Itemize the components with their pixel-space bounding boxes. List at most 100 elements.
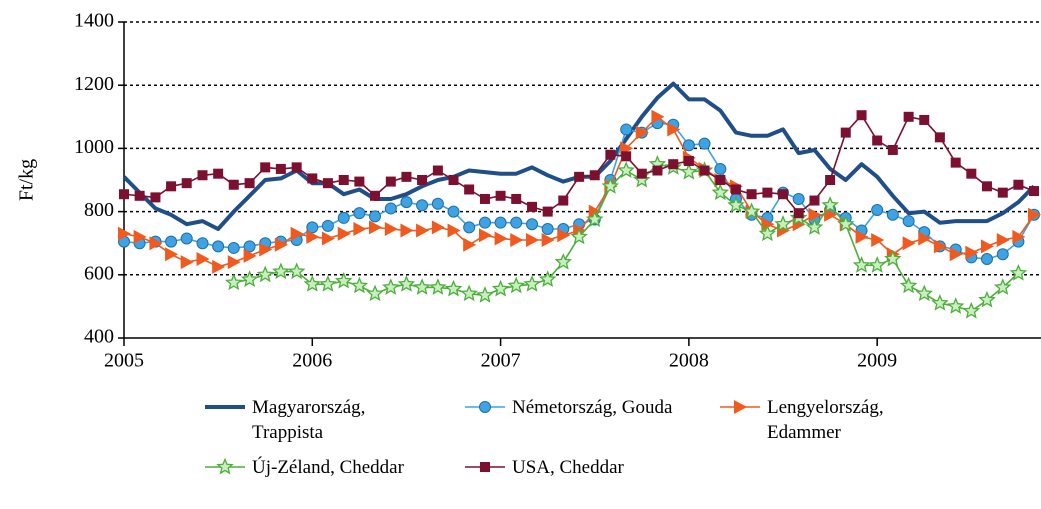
point bbox=[382, 278, 400, 295]
point bbox=[491, 279, 510, 297]
point bbox=[1029, 186, 1040, 197]
point bbox=[758, 224, 777, 242]
point bbox=[668, 159, 679, 170]
point bbox=[651, 109, 665, 124]
series-line bbox=[122, 81, 1036, 231]
point bbox=[212, 259, 226, 274]
point bbox=[680, 162, 698, 180]
point bbox=[682, 139, 695, 152]
point bbox=[840, 127, 851, 138]
point bbox=[460, 284, 478, 302]
point bbox=[416, 223, 430, 238]
point bbox=[793, 208, 804, 219]
point bbox=[303, 275, 321, 292]
point bbox=[287, 262, 306, 280]
legend-label: Lengyelország, Edammer bbox=[767, 397, 884, 443]
point bbox=[852, 256, 871, 273]
point bbox=[338, 175, 349, 185]
point bbox=[541, 222, 554, 235]
point bbox=[825, 175, 836, 185]
point bbox=[996, 233, 1010, 248]
point bbox=[243, 240, 256, 253]
point bbox=[275, 163, 286, 174]
point bbox=[118, 226, 131, 241]
point bbox=[919, 114, 930, 125]
point bbox=[903, 111, 914, 122]
point bbox=[507, 276, 526, 294]
point bbox=[570, 227, 588, 245]
point bbox=[464, 184, 475, 195]
point bbox=[290, 226, 304, 241]
point bbox=[119, 189, 129, 200]
legend-label: Új-Zéland, Cheddar bbox=[252, 457, 404, 478]
point bbox=[730, 184, 741, 195]
point bbox=[133, 229, 147, 244]
point bbox=[808, 207, 822, 222]
point bbox=[542, 206, 553, 217]
point bbox=[353, 207, 366, 220]
x-tick-label: 2005 bbox=[104, 350, 144, 372]
point bbox=[291, 162, 302, 173]
y-tick-label: 800 bbox=[84, 199, 114, 221]
point bbox=[224, 273, 243, 291]
legend-label: Németország, Gouda bbox=[512, 397, 673, 418]
point bbox=[494, 231, 508, 246]
point bbox=[774, 214, 792, 232]
point bbox=[621, 151, 632, 162]
point bbox=[886, 208, 899, 221]
point bbox=[980, 239, 994, 254]
point bbox=[746, 189, 757, 200]
point bbox=[180, 232, 193, 245]
point bbox=[1009, 264, 1028, 281]
point bbox=[213, 168, 224, 179]
point bbox=[260, 162, 271, 173]
x-tick-label: 2008 bbox=[669, 350, 709, 372]
point bbox=[934, 132, 945, 143]
point bbox=[511, 193, 522, 204]
point bbox=[805, 218, 824, 235]
point bbox=[871, 204, 884, 217]
point bbox=[337, 211, 350, 224]
point bbox=[366, 284, 384, 302]
point bbox=[824, 207, 838, 222]
point bbox=[240, 270, 259, 287]
point bbox=[478, 228, 492, 243]
point bbox=[448, 175, 459, 185]
y-tick-label: 1400 bbox=[74, 10, 114, 32]
point bbox=[244, 178, 255, 189]
point bbox=[918, 231, 932, 246]
point bbox=[523, 275, 541, 292]
point bbox=[134, 190, 145, 201]
point bbox=[792, 192, 805, 205]
point bbox=[962, 301, 981, 319]
series bbox=[118, 109, 1041, 274]
point bbox=[165, 235, 178, 248]
point bbox=[902, 215, 915, 228]
legend-swatch-marker bbox=[479, 401, 491, 413]
point bbox=[950, 157, 961, 168]
point bbox=[617, 161, 635, 178]
point bbox=[601, 177, 620, 194]
point bbox=[431, 220, 445, 235]
point bbox=[368, 210, 381, 223]
point bbox=[931, 294, 949, 311]
series bbox=[224, 154, 1028, 319]
point bbox=[538, 270, 557, 287]
legend-swatch-marker bbox=[734, 400, 747, 414]
point bbox=[444, 279, 463, 297]
point bbox=[620, 123, 633, 136]
point bbox=[585, 210, 604, 227]
point bbox=[915, 284, 933, 302]
point bbox=[321, 231, 335, 246]
point bbox=[711, 183, 730, 201]
point bbox=[715, 175, 726, 185]
point bbox=[933, 239, 947, 254]
point bbox=[821, 196, 839, 213]
point bbox=[368, 220, 382, 235]
point bbox=[494, 216, 507, 229]
point bbox=[510, 216, 523, 229]
point bbox=[527, 201, 538, 212]
point bbox=[476, 286, 494, 303]
